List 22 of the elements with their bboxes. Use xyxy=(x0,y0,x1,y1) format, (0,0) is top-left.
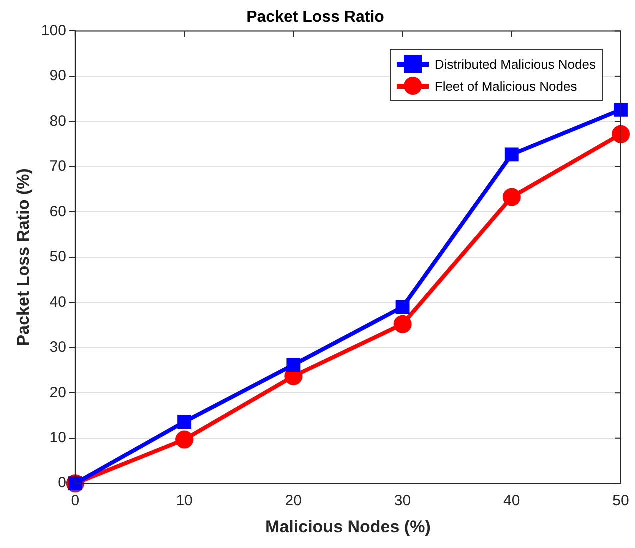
y-tick-label: 10 xyxy=(50,430,66,446)
legend-label: Fleet of Malicious Nodes xyxy=(434,78,578,94)
x-tick-label: 0 xyxy=(71,492,80,510)
y-tick-label: 20 xyxy=(50,384,66,402)
x-axis-title: Malicious Nodes (%) xyxy=(266,517,431,536)
x-tick-label: 10 xyxy=(176,492,193,510)
y-tick-label: 50 xyxy=(50,248,66,266)
x-tick-label: 40 xyxy=(504,492,520,510)
x-tick-label: 20 xyxy=(285,492,302,510)
y-tick-label: 80 xyxy=(50,112,66,130)
y-tick-label: 0 xyxy=(58,474,66,492)
y-tick-label: 40 xyxy=(50,294,66,311)
y-tick-label: 70 xyxy=(50,158,66,176)
y-tick-label: 30 xyxy=(50,339,66,356)
y-tick-label: 60 xyxy=(50,203,66,220)
y-tick-label: 100 xyxy=(41,22,66,40)
legend-label: Distributed Malicious Nodes xyxy=(434,56,596,72)
x-tick-label: 30 xyxy=(394,492,412,510)
chart-title: Packet Loss Ratio xyxy=(246,9,385,26)
y-axis-title: Packet Loss Ratio (%) xyxy=(14,168,33,346)
x-tick-label: 50 xyxy=(612,492,630,510)
y-tick-label: 90 xyxy=(50,68,66,85)
